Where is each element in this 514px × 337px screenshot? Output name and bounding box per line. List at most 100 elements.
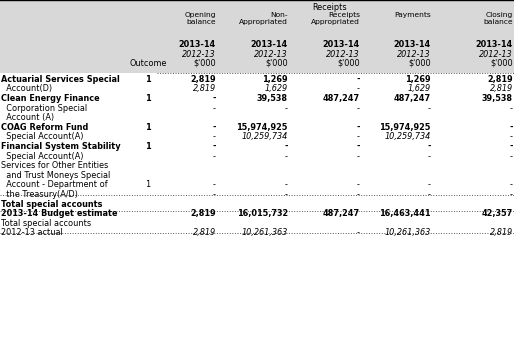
Text: Receipts: Receipts [313,3,347,12]
Text: and Trust Moneys Special: and Trust Moneys Special [1,171,111,180]
Text: -: - [356,75,360,84]
Text: Services for Other Entities: Services for Other Entities [1,161,108,170]
Text: -: - [357,132,360,142]
Text: -: - [356,123,360,132]
Text: Account - Department of: Account - Department of [1,180,107,189]
Text: -: - [357,228,360,238]
Text: 39,538: 39,538 [257,94,288,103]
Text: the Treasury(A/D): the Treasury(A/D) [1,190,78,199]
Text: Total special accounts: Total special accounts [1,219,91,228]
Text: 10,261,363: 10,261,363 [242,228,288,238]
Text: -: - [357,84,360,93]
Bar [0,0,514,73]
Text: -: - [510,132,513,142]
Text: 2,819: 2,819 [193,84,216,93]
Text: Non-
Appropriated: Non- Appropriated [239,12,288,25]
Text: -: - [284,142,288,151]
Text: -: - [285,180,288,189]
Text: Clean Energy Finance: Clean Energy Finance [1,94,100,103]
Text: -: - [510,190,513,199]
Text: 2012-13: 2012-13 [254,50,288,59]
Text: -: - [428,190,431,199]
Text: -: - [213,152,216,161]
Text: -: - [213,190,216,199]
Text: 487,247: 487,247 [394,94,431,103]
Text: 2012-13: 2012-13 [182,50,216,59]
Text: 10,261,363: 10,261,363 [384,228,431,238]
Text: 2,819: 2,819 [487,75,513,84]
Text: 39,538: 39,538 [482,94,513,103]
Text: -: - [509,142,513,151]
Text: 1,269: 1,269 [405,75,431,84]
Text: 1,629: 1,629 [265,84,288,93]
Text: -: - [357,152,360,161]
Text: 2013-14: 2013-14 [476,40,513,49]
Text: Total special accounts: Total special accounts [1,200,102,209]
Text: -: - [213,132,216,142]
Text: Corporation Special: Corporation Special [1,103,87,113]
Text: -: - [428,152,431,161]
Text: Special Account(A): Special Account(A) [1,132,84,142]
Text: 1: 1 [145,142,151,151]
Text: Closing
balance: Closing balance [483,12,513,25]
Text: Financial System Stability: Financial System Stability [1,142,120,151]
Text: 2013-14: 2013-14 [251,40,288,49]
Text: 1: 1 [145,94,151,103]
Text: 1,269: 1,269 [262,75,288,84]
Text: 15,974,925: 15,974,925 [379,123,431,132]
Text: 2013-14: 2013-14 [394,40,431,49]
Text: 16,463,441: 16,463,441 [379,209,431,218]
Text: COAG Reform Fund: COAG Reform Fund [1,123,88,132]
Text: -: - [285,190,288,199]
Text: Account (A): Account (A) [1,113,54,122]
Text: 15,974,925: 15,974,925 [236,123,288,132]
Text: 2013-14: 2013-14 [179,40,216,49]
Text: $'000: $'000 [265,59,288,68]
Text: -: - [212,94,216,103]
Text: 487,247: 487,247 [323,94,360,103]
Text: 1: 1 [145,180,151,189]
Text: 2,819: 2,819 [490,228,513,238]
Text: 10,259,734: 10,259,734 [384,132,431,142]
Text: 10,259,734: 10,259,734 [242,132,288,142]
Text: 2012-13: 2012-13 [326,50,360,59]
Text: -: - [510,180,513,189]
Text: Outcome: Outcome [130,59,167,68]
Text: 2,819: 2,819 [190,75,216,84]
Text: -: - [357,180,360,189]
Text: -: - [510,152,513,161]
Text: -: - [510,103,513,113]
Text: 2013-14: 2013-14 [323,40,360,49]
Text: -: - [285,152,288,161]
Text: -: - [285,103,288,113]
Text: $'000: $'000 [490,59,513,68]
Text: $'000: $'000 [408,59,431,68]
Text: 487,247: 487,247 [323,209,360,218]
Text: Receipts
Appropriated: Receipts Appropriated [311,12,360,25]
Text: 1,629: 1,629 [408,84,431,93]
Text: 2,819: 2,819 [490,84,513,93]
Text: -: - [509,123,513,132]
Text: $'000: $'000 [337,59,360,68]
Text: Opening
balance: Opening balance [185,12,216,25]
Text: -: - [357,190,360,199]
Text: 16,015,732: 16,015,732 [237,209,288,218]
Text: -: - [357,103,360,113]
Text: 1: 1 [145,75,151,84]
Text: 42,357: 42,357 [482,209,513,218]
Text: -: - [212,123,216,132]
Text: -: - [213,180,216,189]
Text: -: - [356,142,360,151]
Text: 2,819: 2,819 [193,228,216,238]
Text: 2012-13 actual: 2012-13 actual [1,228,63,238]
Text: -: - [213,103,216,113]
Text: Actuarial Services Special: Actuarial Services Special [1,75,120,84]
Text: -: - [427,142,431,151]
Text: 2,819: 2,819 [190,209,216,218]
Text: Payments: Payments [394,12,431,18]
Text: Account(D): Account(D) [1,84,52,93]
Text: -: - [428,180,431,189]
Text: 2013-14 Budget estimate: 2013-14 Budget estimate [1,209,118,218]
Text: 2012-13: 2012-13 [397,50,431,59]
Text: 2012-13: 2012-13 [480,50,513,59]
